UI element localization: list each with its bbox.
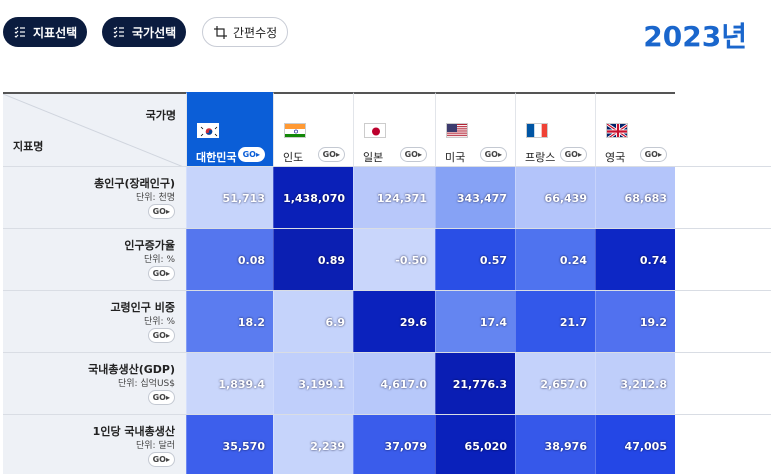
indicator-unit: 단위: 달러 bbox=[135, 441, 175, 451]
country-go-button[interactable]: GO ▸ bbox=[237, 147, 265, 162]
value-cell: 2,657.0 bbox=[515, 353, 595, 415]
indicator-go-button[interactable]: GO ▸ bbox=[147, 452, 175, 467]
value-cell: 3,212.8 bbox=[595, 353, 675, 415]
list-check-icon bbox=[13, 25, 27, 39]
country-name: 영국 bbox=[605, 151, 626, 164]
indicator-unit: 단위: % bbox=[143, 317, 175, 327]
value-cell: 0.74 bbox=[595, 229, 675, 291]
value-cell: 343,477 bbox=[435, 167, 515, 229]
table-row: 국내총생산(GDP) 단위: 십억US$ GO ▸ 1,839.4 3,199.1 4,61… bbox=[3, 352, 771, 415]
country-select-label: 국가선택 bbox=[132, 25, 177, 40]
value-cell: 37,079 bbox=[353, 415, 435, 474]
flag-fr-icon bbox=[526, 123, 548, 138]
indicator-go-button[interactable]: GO ▸ bbox=[147, 328, 175, 343]
value-cell: 66,439 bbox=[515, 167, 595, 229]
country-header-kr[interactable]: 대한민국 GO ▸ bbox=[186, 92, 273, 166]
country-header-jp[interactable]: 일본 GO ▸ bbox=[353, 92, 435, 166]
value-cell: 2,239 bbox=[273, 415, 353, 474]
flag-in-icon bbox=[284, 123, 306, 138]
diagonal-divider bbox=[3, 94, 183, 166]
country-go-button[interactable]: GO ▸ bbox=[639, 147, 667, 162]
value-cell: 21.7 bbox=[515, 291, 595, 353]
table-row: 인구증가율 단위: % GO ▸ 0.08 0.89 -0.50 0.57 0.24 0.74 bbox=[3, 228, 771, 291]
value-cell: 47,005 bbox=[595, 415, 675, 474]
indicator-name: 총인구(장래인구) bbox=[94, 177, 175, 190]
value-cell: 0.57 bbox=[435, 229, 515, 291]
indicator-name: 국내총생산(GDP) bbox=[88, 363, 175, 376]
country-go-button[interactable]: GO ▸ bbox=[479, 147, 507, 162]
country-name: 미국 bbox=[445, 151, 466, 164]
indicator-go-button[interactable]: GO ▸ bbox=[147, 266, 175, 281]
quick-edit-button[interactable]: 간편수정 bbox=[202, 17, 289, 47]
indicator-unit: 단위: % bbox=[143, 255, 175, 265]
value-cell: 6.9 bbox=[273, 291, 353, 353]
value-cell: 29.6 bbox=[353, 291, 435, 353]
country-select-button[interactable]: 국가선택 bbox=[102, 17, 187, 47]
value-cell: 1,438,070 bbox=[273, 167, 353, 229]
indicator-go-button[interactable]: GO ▸ bbox=[147, 390, 175, 405]
indicator-name: 인구증가율 bbox=[124, 239, 175, 252]
edit-frame-icon bbox=[213, 25, 227, 39]
country-header-fr[interactable]: 프랑스 GO ▸ bbox=[515, 92, 595, 166]
row-label: 국내총생산(GDP) 단위: 십억US$ GO ▸ bbox=[3, 353, 186, 415]
indicator-name: 고령인구 비중 bbox=[110, 301, 175, 314]
value-cell: 21,776.3 bbox=[435, 353, 515, 415]
value-cell: 1,839.4 bbox=[186, 353, 273, 415]
value-cell: 68,683 bbox=[595, 167, 675, 229]
country-name: 대한민국 bbox=[196, 151, 237, 164]
indicator-axis-label: 지표명 bbox=[13, 140, 44, 153]
table-row: 총인구(장래인구) 단위: 천명 GO ▸ 51,713 1,438,070 124,371… bbox=[3, 166, 771, 229]
country-name: 프랑스 bbox=[525, 151, 556, 164]
country-go-button[interactable]: GO ▸ bbox=[399, 147, 427, 162]
value-cell: 18.2 bbox=[186, 291, 273, 353]
flag-jp-icon bbox=[364, 123, 386, 138]
flag-gb-icon bbox=[606, 123, 628, 138]
indicator-unit: 단위: 십억US$ bbox=[117, 379, 175, 389]
indicator-go-button[interactable]: GO ▸ bbox=[147, 204, 175, 219]
value-cell: 4,617.0 bbox=[353, 353, 435, 415]
table-corner-header: 국가명 지표명 bbox=[3, 92, 186, 166]
value-cell: 3,199.1 bbox=[273, 353, 353, 415]
indicator-select-label: 지표선택 bbox=[33, 25, 78, 40]
indicator-select-button[interactable]: 지표선택 bbox=[3, 17, 88, 47]
table-row: 고령인구 비중 단위: % GO ▸ 18.2 6.9 29.6 17.4 21.7 19.2 bbox=[3, 290, 771, 353]
toolbar: 지표선택 국가선택 간편수정 2023년 bbox=[0, 0, 773, 70]
flag-kr-icon bbox=[197, 123, 219, 138]
value-cell: 17.4 bbox=[435, 291, 515, 353]
country-axis-label: 국가명 bbox=[145, 109, 176, 122]
country-name: 인도 bbox=[283, 151, 304, 164]
value-cell: 0.08 bbox=[186, 229, 273, 291]
country-header-gb[interactable]: 영국 GO ▸ bbox=[595, 92, 675, 166]
value-cell: 65,020 bbox=[435, 415, 515, 474]
value-cell: 0.24 bbox=[515, 229, 595, 291]
country-go-button[interactable]: GO ▸ bbox=[559, 147, 587, 162]
country-header-us[interactable]: 미국 GO ▸ bbox=[435, 92, 515, 166]
country-name: 일본 bbox=[363, 151, 384, 164]
value-cell: 38,976 bbox=[515, 415, 595, 474]
value-cell: 19.2 bbox=[595, 291, 675, 353]
list-check-icon bbox=[112, 25, 126, 39]
flag-us-icon bbox=[446, 123, 468, 138]
year-title: 2023년 bbox=[643, 20, 747, 53]
value-cell: 0.89 bbox=[273, 229, 353, 291]
value-cell: -0.50 bbox=[353, 229, 435, 291]
indicator-unit: 단위: 천명 bbox=[135, 193, 175, 203]
indicator-name: 1인당 국내총생산 bbox=[92, 425, 175, 438]
value-cell: 51,713 bbox=[186, 167, 273, 229]
value-cell: 124,371 bbox=[353, 167, 435, 229]
value-cell: 35,570 bbox=[186, 415, 273, 474]
country-header-in[interactable]: 인도 GO ▸ bbox=[273, 92, 353, 166]
country-go-button[interactable]: GO ▸ bbox=[317, 147, 345, 162]
table-row: 1인당 국내총생산 단위: 달러 GO ▸ 35,570 2,239 37,079 65,02… bbox=[3, 414, 771, 474]
quick-edit-label: 간편수정 bbox=[233, 25, 278, 40]
row-label: 총인구(장래인구) 단위: 천명 GO ▸ bbox=[3, 167, 186, 229]
